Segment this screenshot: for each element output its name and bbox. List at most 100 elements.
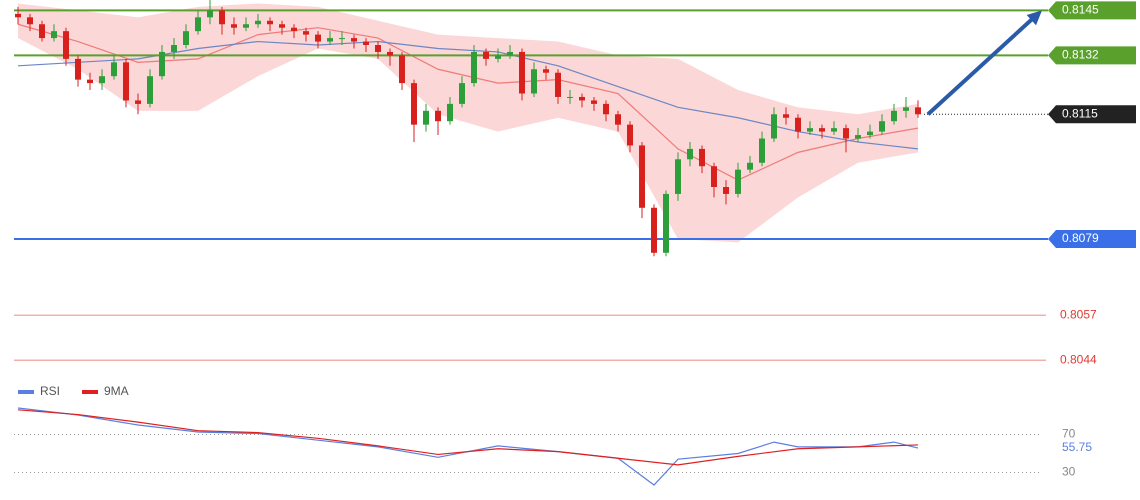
candle-body xyxy=(591,100,597,104)
candle-body xyxy=(627,124,633,146)
candle-body xyxy=(159,51,165,77)
legend-swatch xyxy=(18,390,34,394)
candle-body xyxy=(867,131,873,136)
candle-body xyxy=(471,51,477,84)
candle-body xyxy=(819,128,825,132)
candle-body xyxy=(351,38,357,42)
y-tick-label: 70 xyxy=(1062,427,1076,441)
level-label: 0.8044 xyxy=(1060,352,1097,366)
candle-body xyxy=(639,145,645,208)
candle-body xyxy=(207,10,213,18)
candle-body xyxy=(267,20,273,25)
level-label: 0.8079 xyxy=(1062,231,1099,245)
candle-body xyxy=(747,162,753,170)
candle-body xyxy=(783,114,789,118)
candle-body xyxy=(75,58,81,80)
candle-body xyxy=(135,100,141,104)
candle-body xyxy=(903,107,909,111)
level-tag xyxy=(1048,1,1136,20)
candle-body xyxy=(579,96,585,101)
candle-body xyxy=(303,31,309,35)
bollinger-band xyxy=(18,3,918,243)
candle-body xyxy=(555,72,561,97)
candle-body xyxy=(339,38,345,40)
level-tag xyxy=(1048,229,1136,248)
candle-body xyxy=(387,51,393,56)
moving-average xyxy=(17,40,919,150)
moving-average xyxy=(17,23,919,181)
candle-body xyxy=(543,69,549,73)
candle-body xyxy=(675,159,681,194)
candle-body xyxy=(831,128,837,132)
legend-label: 9MA xyxy=(104,384,129,398)
candle-body xyxy=(855,135,861,139)
candle-body xyxy=(147,76,153,104)
candle-body xyxy=(231,24,237,28)
candle-body xyxy=(87,79,93,84)
candle-body xyxy=(15,13,21,18)
candle-body xyxy=(399,55,405,84)
candle-body xyxy=(735,169,741,194)
current-value-label: 55.75 xyxy=(1062,440,1092,454)
indicator-line xyxy=(17,409,919,466)
candle-body xyxy=(63,31,69,59)
candle-body xyxy=(519,51,525,94)
candle-body xyxy=(663,193,669,253)
candle-body xyxy=(699,148,705,167)
candle-body xyxy=(483,51,489,59)
candle-body xyxy=(123,62,129,101)
level-label: 0.8145 xyxy=(1062,3,1099,17)
candle-body xyxy=(651,207,657,253)
arrow-shaft xyxy=(926,15,1036,116)
legend-label: RSI xyxy=(40,384,60,398)
candle-body xyxy=(843,128,849,139)
candle-body xyxy=(459,83,465,104)
legend-swatch xyxy=(82,390,98,394)
candle-body xyxy=(795,117,801,132)
candle-body xyxy=(375,45,381,52)
candle-body xyxy=(759,138,765,163)
candle-body xyxy=(291,27,297,32)
candle-body xyxy=(771,114,777,139)
candle-body xyxy=(615,114,621,125)
candle-body xyxy=(27,17,33,25)
candle-body xyxy=(435,110,441,122)
candle-body xyxy=(891,110,897,122)
candle-body xyxy=(363,41,369,46)
candle-body xyxy=(723,187,729,194)
candle-body xyxy=(915,107,921,115)
candle-body xyxy=(495,55,501,59)
candle-body xyxy=(807,128,813,132)
candle-body xyxy=(507,51,513,56)
candle-body xyxy=(99,76,105,84)
candle-body xyxy=(195,17,201,32)
candle-body xyxy=(423,110,429,125)
candle-body xyxy=(603,103,609,115)
candle-body xyxy=(687,148,693,160)
candle-body xyxy=(879,121,885,132)
candle-body xyxy=(279,24,285,28)
candle-body xyxy=(219,10,225,25)
level-label: 0.8057 xyxy=(1060,307,1097,321)
candle-body xyxy=(111,62,117,77)
level-tag xyxy=(1048,46,1136,65)
candle-body xyxy=(447,103,453,122)
indicator-line xyxy=(17,407,919,486)
candle-body xyxy=(171,45,177,52)
candle-body xyxy=(51,31,57,39)
level-label: 0.8115 xyxy=(1062,106,1098,120)
y-tick-label: 30 xyxy=(1062,465,1076,479)
candle-body xyxy=(255,20,261,25)
candle-body xyxy=(39,24,45,39)
candle-body xyxy=(183,31,189,46)
candle-body xyxy=(531,69,537,94)
candle-body xyxy=(243,24,249,28)
arrow-head xyxy=(1026,10,1042,26)
candle-body xyxy=(315,34,321,42)
level-label: 0.8132 xyxy=(1062,48,1099,62)
candle-body xyxy=(711,166,717,187)
candle-body xyxy=(567,96,573,98)
candle-body xyxy=(411,83,417,125)
candle-body xyxy=(327,38,333,42)
